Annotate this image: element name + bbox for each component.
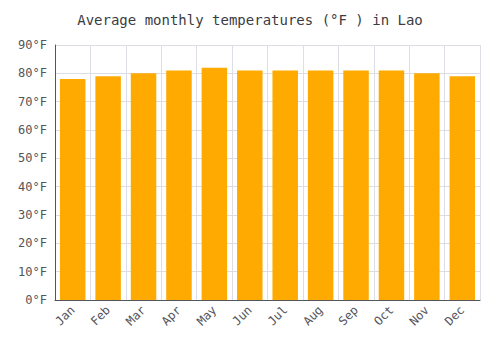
svg-text:Oct: Oct	[371, 303, 396, 328]
svg-text:Dec: Dec	[442, 303, 467, 328]
svg-text:Mar: Mar	[123, 303, 148, 328]
svg-text:Jun: Jun	[230, 303, 255, 328]
svg-text:40°F: 40°F	[18, 180, 47, 194]
svg-text:Jan: Jan	[52, 303, 77, 328]
svg-text:May: May	[194, 303, 219, 328]
svg-text:Nov: Nov	[407, 303, 432, 328]
svg-text:80°F: 80°F	[18, 66, 47, 80]
svg-text:90°F: 90°F	[18, 38, 47, 52]
svg-text:Aug: Aug	[300, 303, 325, 328]
svg-text:Jul: Jul	[265, 303, 290, 328]
svg-text:0°F: 0°F	[25, 293, 47, 307]
svg-text:Apr: Apr	[159, 303, 184, 328]
svg-text:60°F: 60°F	[18, 123, 47, 137]
svg-text:Feb: Feb	[88, 303, 113, 328]
svg-text:10°F: 10°F	[18, 265, 47, 279]
svg-text:Sep: Sep	[336, 303, 361, 328]
svg-text:30°F: 30°F	[18, 208, 47, 222]
svg-text:Average monthly temperatures (: Average monthly temperatures (°F ) in La…	[77, 12, 423, 28]
svg-text:70°F: 70°F	[18, 95, 47, 109]
svg-text:50°F: 50°F	[18, 151, 47, 165]
svg-text:20°F: 20°F	[18, 236, 47, 250]
